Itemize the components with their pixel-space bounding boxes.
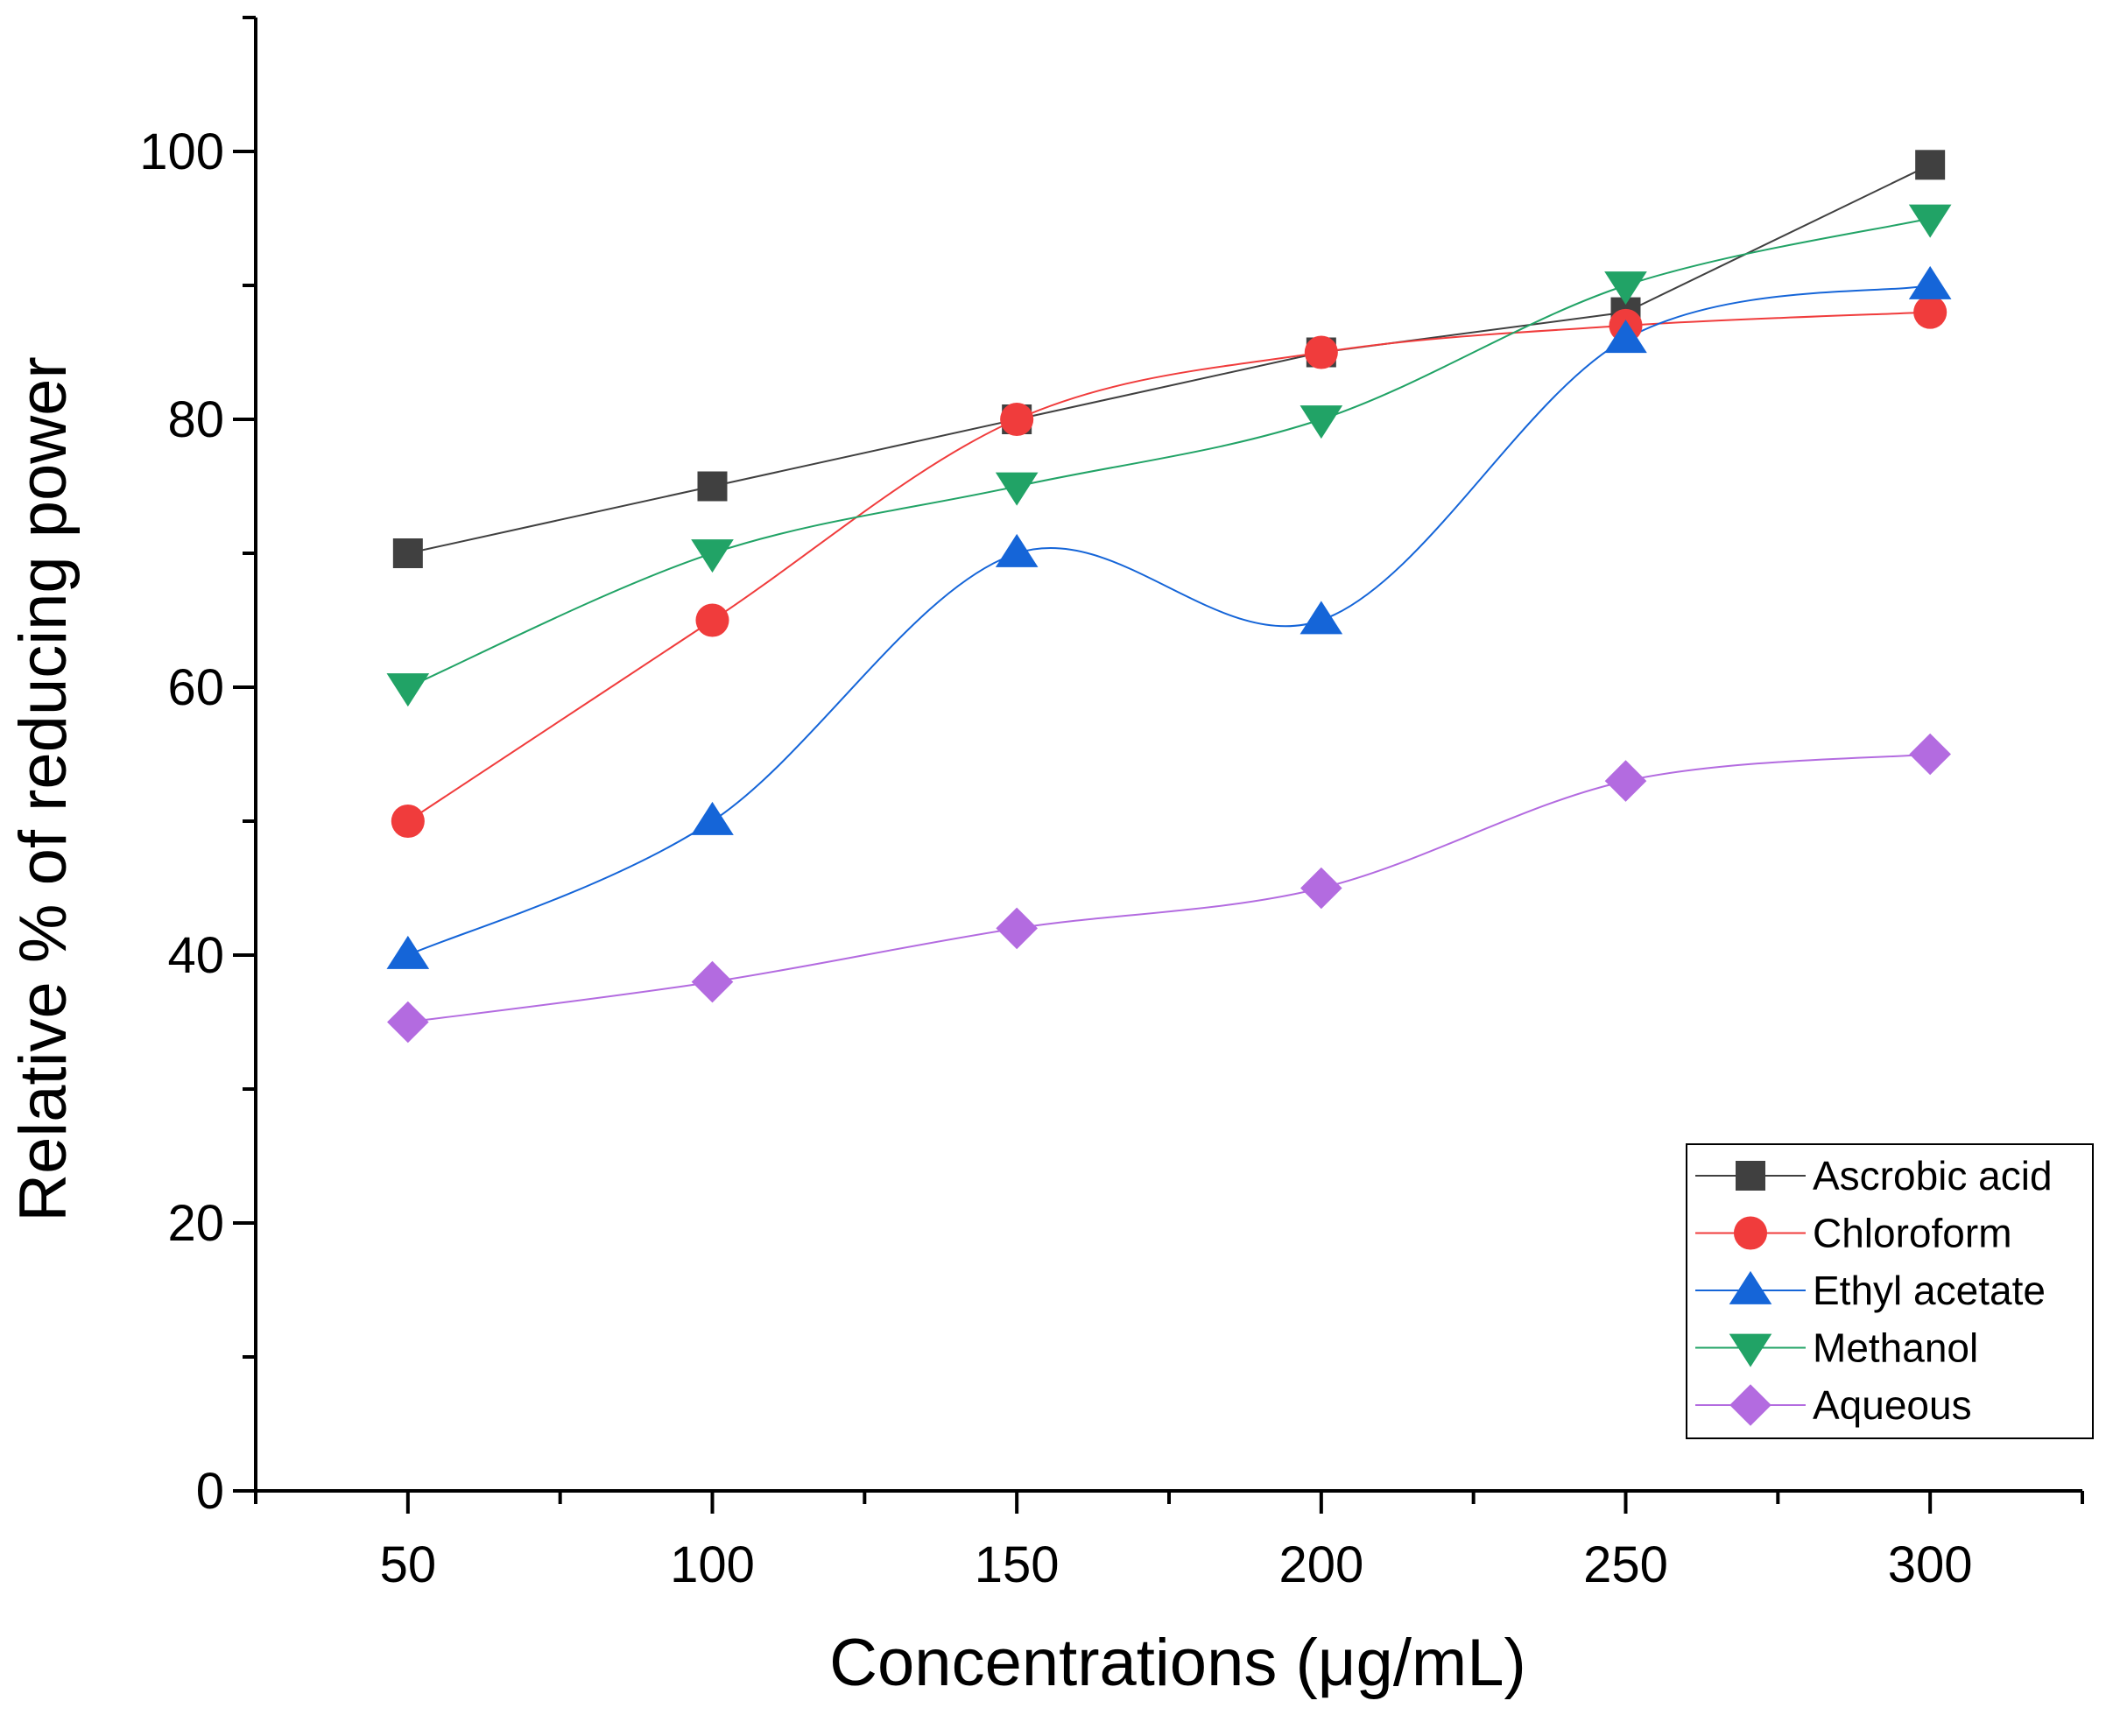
data-point-2-4 — [1604, 320, 1647, 354]
data-point-3-5 — [1908, 204, 1952, 238]
data-point-0-1 — [697, 471, 728, 502]
series-lines — [407, 164, 1931, 1023]
legend-marker-0 — [1736, 1161, 1765, 1191]
data-point-4-4 — [1604, 760, 1647, 802]
data-point-3-1 — [691, 539, 734, 573]
x-tick-label: 100 — [670, 1536, 755, 1593]
data-point-2-2 — [995, 533, 1039, 567]
x-tick-label: 300 — [1888, 1536, 1973, 1593]
legend-label-3: Methanol — [1813, 1325, 1978, 1371]
y-tick-label: 100 — [139, 123, 224, 180]
y-tick-label: 0 — [196, 1463, 224, 1520]
data-point-2-1 — [691, 801, 734, 835]
series-line-3 — [407, 217, 1931, 688]
data-point-1-2 — [1000, 402, 1034, 437]
data-point-0-0 — [392, 538, 423, 568]
y-tick-label: 60 — [167, 659, 224, 716]
data-point-4-3 — [1300, 867, 1342, 910]
data-point-4-0 — [387, 1001, 429, 1044]
legend-label-2: Ethyl acetate — [1813, 1268, 2046, 1313]
x-tick-label: 50 — [380, 1536, 437, 1593]
data-point-3-4 — [1604, 271, 1647, 306]
y-tick-label: 20 — [167, 1195, 224, 1252]
series-line-4 — [407, 753, 1931, 1023]
data-point-2-0 — [386, 935, 430, 969]
data-point-4-2 — [996, 907, 1038, 950]
data-point-1-5 — [1913, 295, 1948, 329]
y-tick-label: 40 — [167, 927, 224, 984]
legend-label-0: Ascrobic acid — [1813, 1153, 2053, 1198]
x-tick-label: 150 — [975, 1536, 1060, 1593]
data-point-4-1 — [691, 960, 734, 1003]
series-line-1 — [407, 311, 1931, 822]
data-point-1-0 — [391, 804, 425, 839]
x-axis-title: Concentrations (μg/mL) — [829, 1626, 1526, 1700]
x-tick-label: 200 — [1278, 1536, 1363, 1593]
data-point-0-5 — [1915, 150, 1946, 180]
data-point-4-5 — [1909, 733, 1951, 776]
legend-label-1: Chloroform — [1813, 1211, 2012, 1256]
legend: Ascrobic acid Chloroform Ethyl acetate Meth… — [1686, 1143, 2094, 1439]
y-axis-title: Relative % of reducing power — [6, 356, 81, 1222]
legend-marker-4 — [1729, 1384, 1771, 1426]
data-point-1-3 — [1304, 335, 1338, 369]
data-point-3-2 — [995, 472, 1039, 506]
series-line-0 — [407, 164, 1931, 554]
data-point-3-0 — [386, 673, 430, 707]
series-line-2 — [407, 285, 1931, 956]
data-point-1-1 — [695, 603, 729, 637]
data-point-2-3 — [1300, 601, 1343, 635]
data-point-3-3 — [1300, 405, 1343, 439]
series-markers — [386, 150, 1952, 1044]
legend-marker-1 — [1733, 1216, 1768, 1250]
x-tick-label: 250 — [1583, 1536, 1668, 1593]
legend-marker-3 — [1729, 1333, 1772, 1367]
legend-label-4: Aqueous — [1813, 1382, 1972, 1428]
data-point-2-5 — [1908, 265, 1952, 299]
legend-marker-2 — [1729, 1270, 1772, 1304]
axes: 0 20 40 60 80 100 50 100 150 200 250 300 — [139, 16, 2084, 1593]
y-tick-label: 80 — [167, 391, 224, 448]
